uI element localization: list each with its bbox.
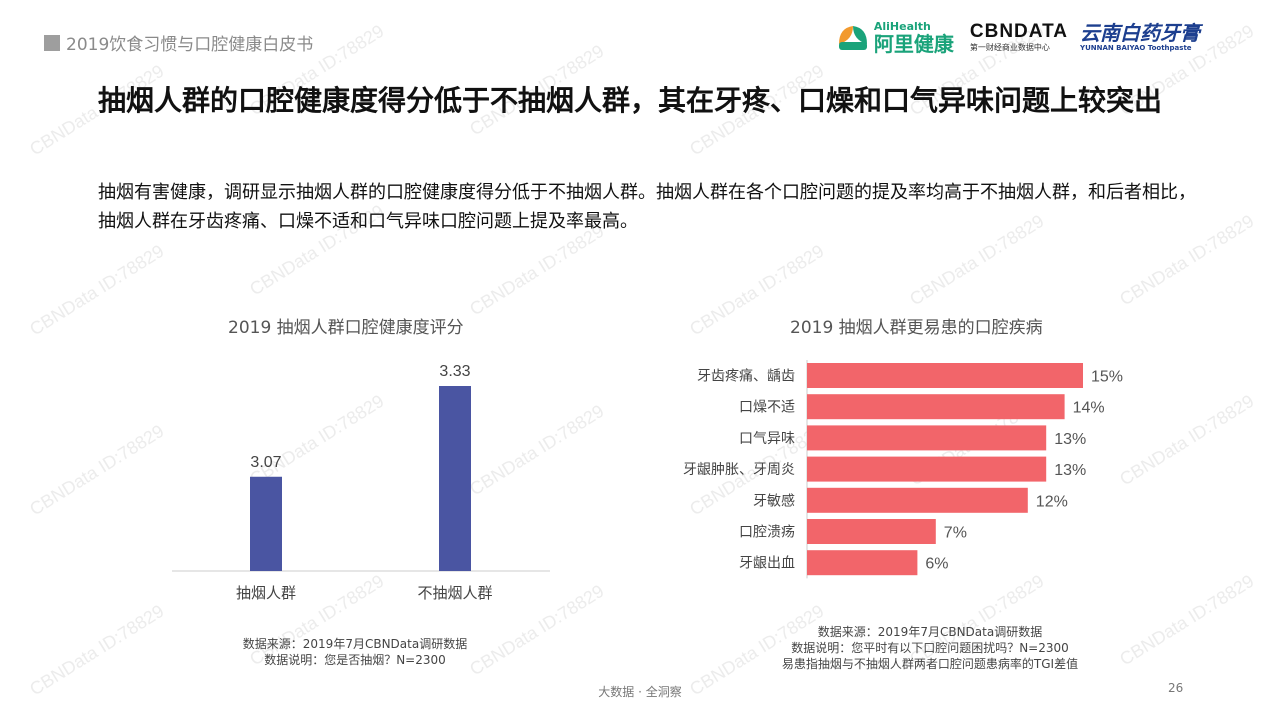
alihealth-logo: AliHealth 阿里健康 [836, 20, 954, 54]
left-bar-value-label: 3.07 [250, 454, 281, 471]
yunnan-en-text: YUNNAN BAIYAO Toothpaste [1080, 43, 1192, 52]
left-bar-0 [250, 476, 282, 571]
right-bar-value-label: 6% [925, 556, 948, 573]
tag-square-icon [44, 34, 60, 51]
yunnan-baiyao-logo: 云南白药牙膏 YUNNAN BAIYAO Toothpaste [1080, 23, 1200, 52]
right-bar-value-label: 7% [944, 525, 967, 542]
right-bar-value-label: 13% [1054, 462, 1086, 479]
page-subtitle: 抽烟有害健康，调研显示抽烟人群的口腔健康度得分低于不抽烟人群。抽烟人群在各个口腔… [98, 182, 1196, 232]
right-category-label: 口腔溃疡 [739, 525, 795, 541]
right-bar-2 [807, 425, 1047, 451]
right-bar-value-label: 13% [1054, 431, 1086, 448]
left-source-note: 数据来源：2019年7月CBNData调研数据 [242, 637, 468, 651]
right-chart-notes: 数据来源：2019年7月CBNData调研数据 数据说明：您平时有以下口腔问题困… [740, 624, 1120, 672]
right-bar-value-label: 14% [1073, 400, 1105, 417]
cbndata-main-text: CBNDATA [969, 21, 1068, 42]
left-chart-title: 2019 抽烟人群口腔健康度评分 [228, 318, 464, 338]
left-category-label: 不抽烟人群 [417, 584, 492, 602]
right-bar-value-label: 12% [1036, 493, 1068, 510]
right-category-label: 口燥不适 [739, 400, 795, 416]
alihealth-leaf-icon [838, 26, 867, 50]
right-bar-0 [807, 363, 1083, 388]
report-tag: 2019饮食习惯与口腔健康白皮书 [44, 30, 313, 55]
right-category-label: 牙龈出血 [739, 556, 795, 572]
right-bar-1 [807, 394, 1065, 420]
right-bar-value-label: 15% [1091, 369, 1123, 386]
left-chart-notes: 数据来源：2019年7月CBNData调研数据 数据说明：您是否抽烟？N=230… [200, 636, 510, 668]
right-bar-4 [807, 487, 1028, 513]
right-tgi-note: 易患指抽烟与不抽烟人群两者口腔问题患病率的TGI差值 [781, 657, 1079, 671]
cbndata-sub-text: 第一财经商业数据中心 [969, 43, 1050, 52]
cbndata-logo: CBNDATA 第一财经商业数据中心 [970, 22, 1068, 52]
right-category-label: 口气异味 [739, 431, 795, 447]
right-source-note: 数据来源：2019年7月CBNData调研数据 [817, 625, 1043, 639]
left-desc-note: 数据说明：您是否抽烟？N=2300 [264, 653, 446, 667]
left-category-label: 抽烟人群 [236, 584, 296, 602]
partner-logos: AliHealth 阿里健康 CBNDATA 第一财经商业数据中心 云南白药牙膏… [836, 20, 1200, 54]
yunnan-cn-text: 云南白药牙膏 [1080, 20, 1200, 45]
right-desc-note: 数据说明：您平时有以下口腔问题困扰吗？N=2300 [791, 641, 1069, 655]
right-category-label: 牙敏感 [753, 492, 795, 509]
right-bar-6 [807, 550, 918, 576]
right-bar-5 [807, 519, 936, 544]
left-bar-1 [439, 386, 471, 571]
right-chart-title: 2019 抽烟人群更易患的口腔疾病 [790, 318, 1043, 338]
footer-slogan: 大数据 · 全洞察 [598, 685, 682, 699]
page-number: 26 [1168, 681, 1184, 695]
report-tag-text: 2019饮食习惯与口腔健康白皮书 [66, 35, 314, 55]
right-category-label: 牙齿疼痛、龋齿 [697, 368, 795, 385]
right-category-label: 牙龈肿胀、牙周炎 [683, 462, 795, 478]
right-bar-3 [807, 456, 1047, 482]
left-bar-value-label: 3.33 [439, 363, 470, 380]
page-title: 抽烟人群的口腔健康度得分低于不抽烟人群，其在牙疼、口燥和口气异味问题上较突出 [98, 84, 1163, 117]
alihealth-cn-text: 阿里健康 [873, 31, 954, 56]
alihealth-en-text: AliHealth [873, 19, 931, 33]
